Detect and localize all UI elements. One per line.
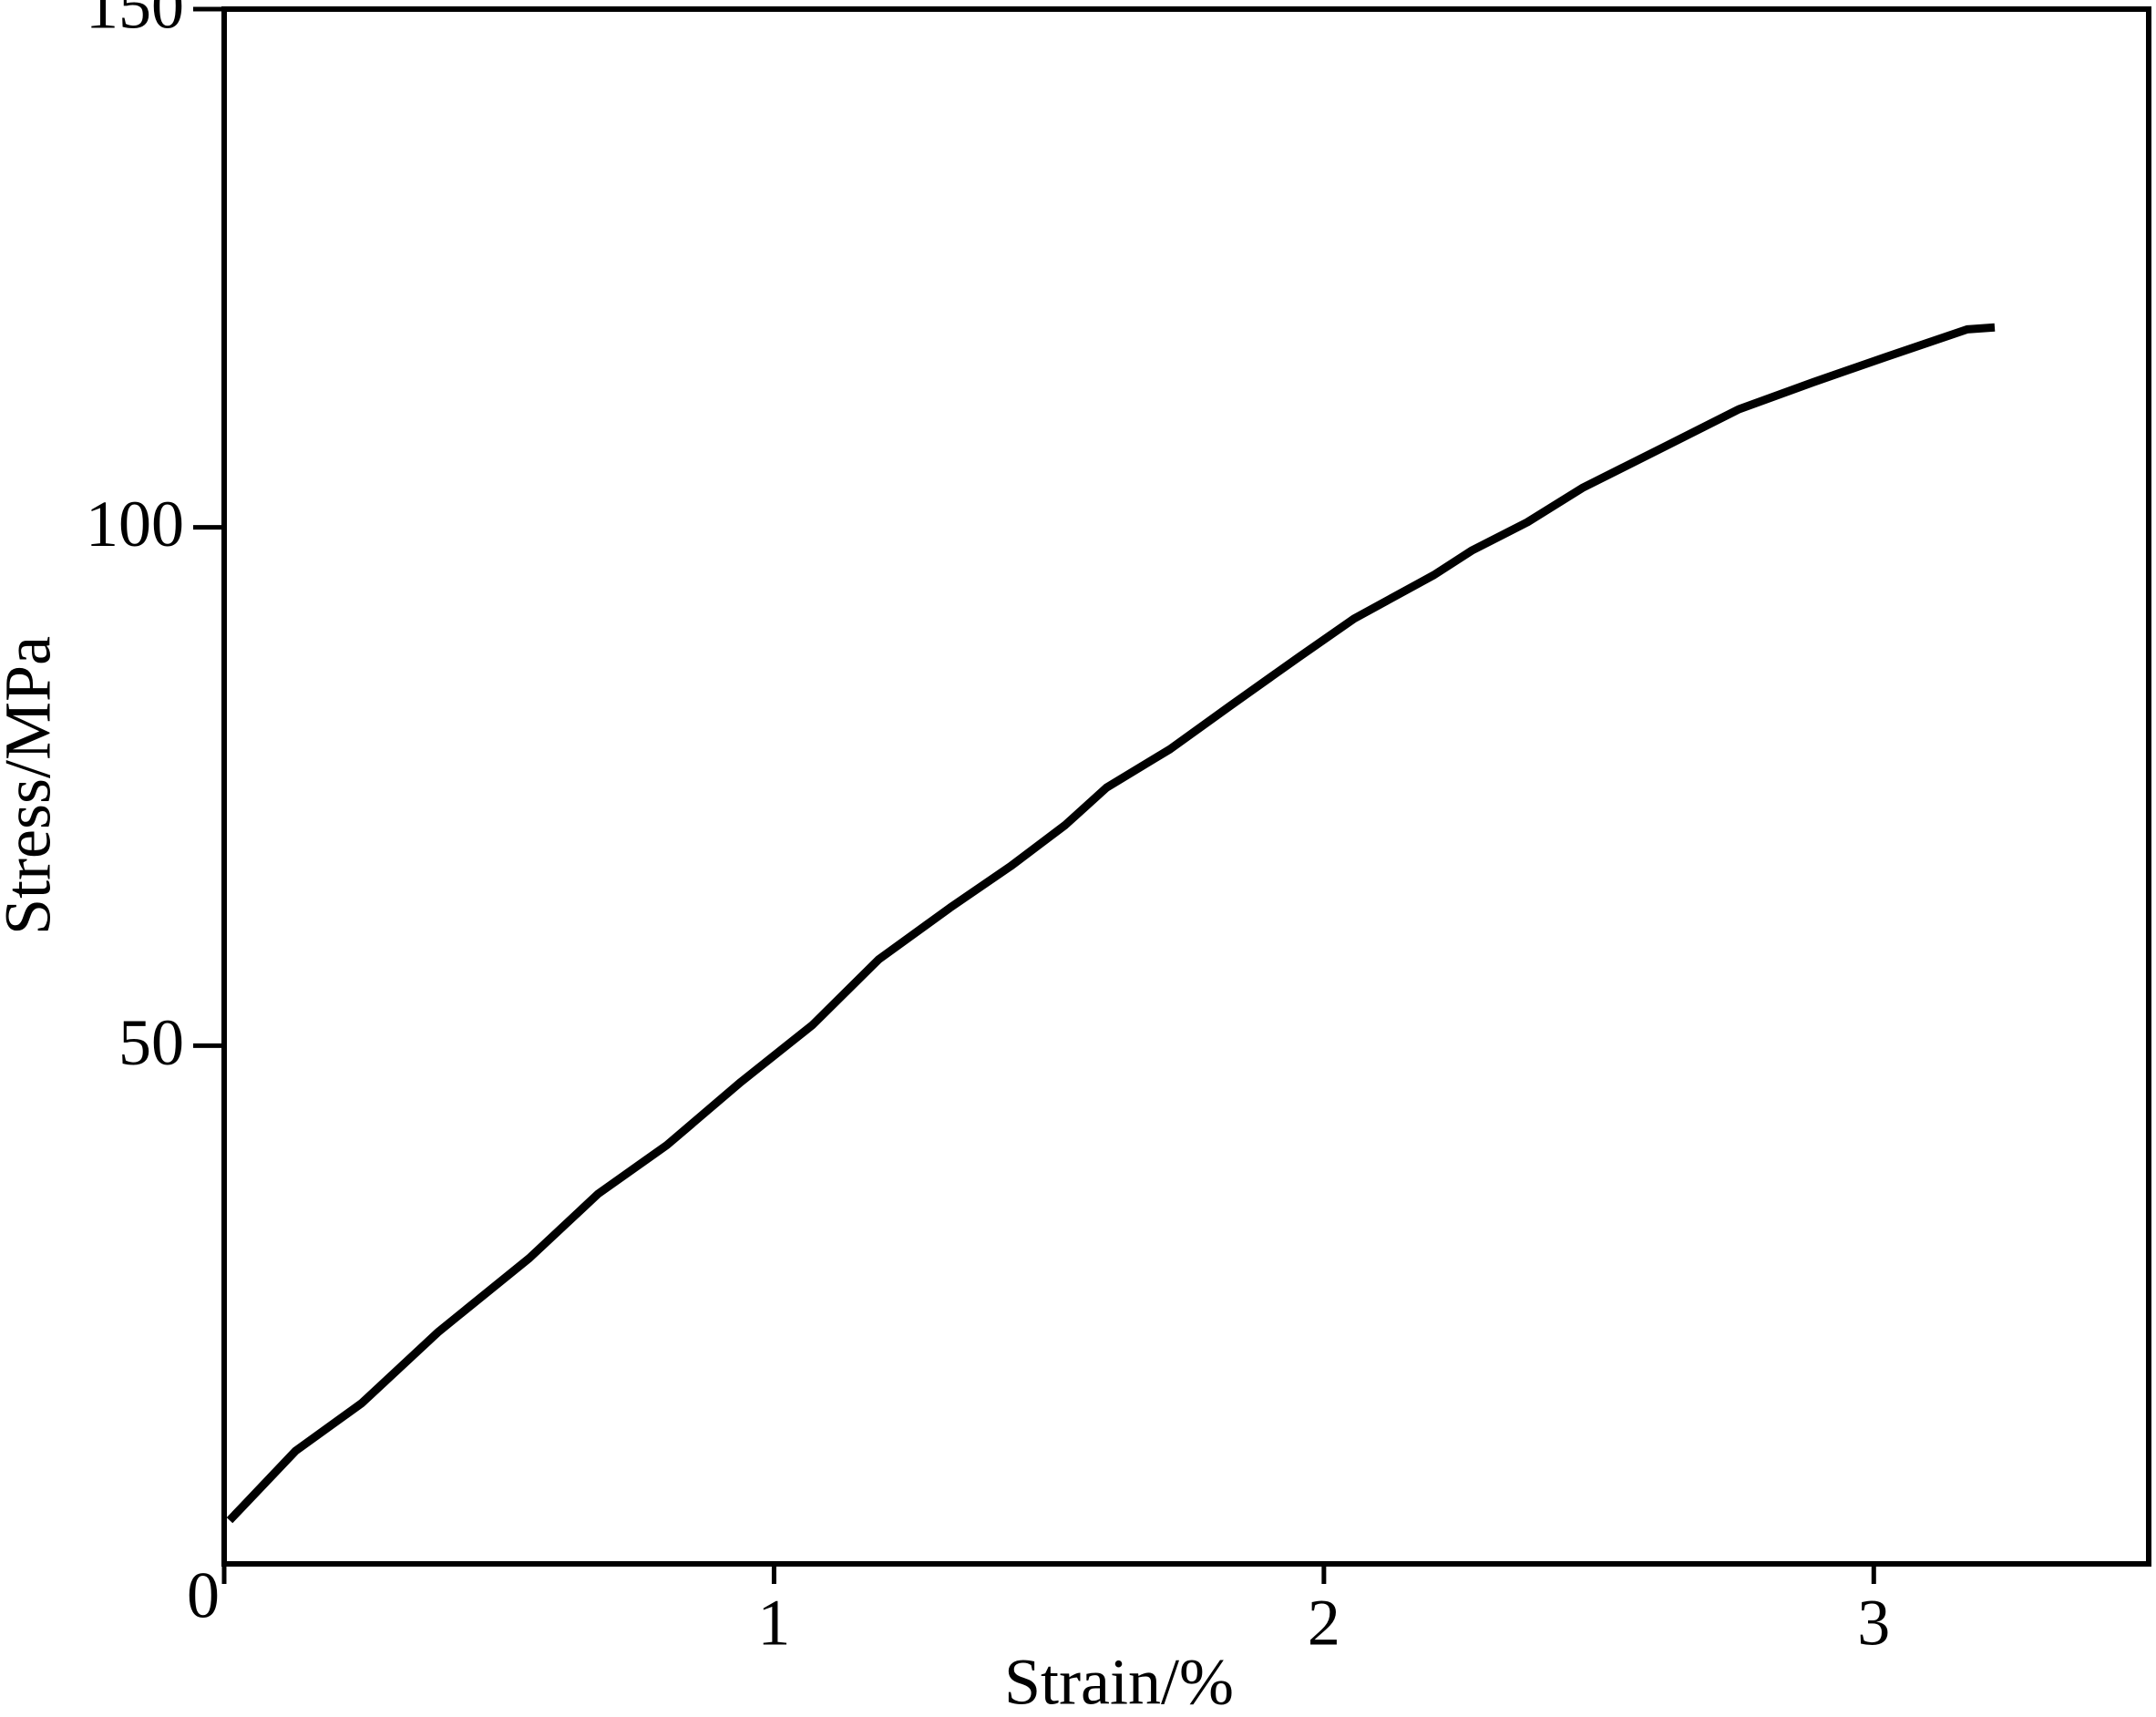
x-tick-label: 1 (757, 1587, 790, 1660)
y-tick-label: 150 (86, 0, 184, 43)
x-axis-title: Strain/% (1004, 1646, 1234, 1717)
y-axis-title: Stress/MPa (0, 636, 65, 935)
x-tick-label: 3 (1857, 1587, 1890, 1660)
plot-frame (221, 6, 2151, 1567)
x-tick-label: 2 (1308, 1587, 1340, 1660)
y-tick-label: 50 (118, 1006, 184, 1079)
data-line (226, 323, 1996, 1524)
y-tick-label: 100 (86, 488, 184, 560)
x-tick-label: 0 (187, 1559, 220, 1632)
